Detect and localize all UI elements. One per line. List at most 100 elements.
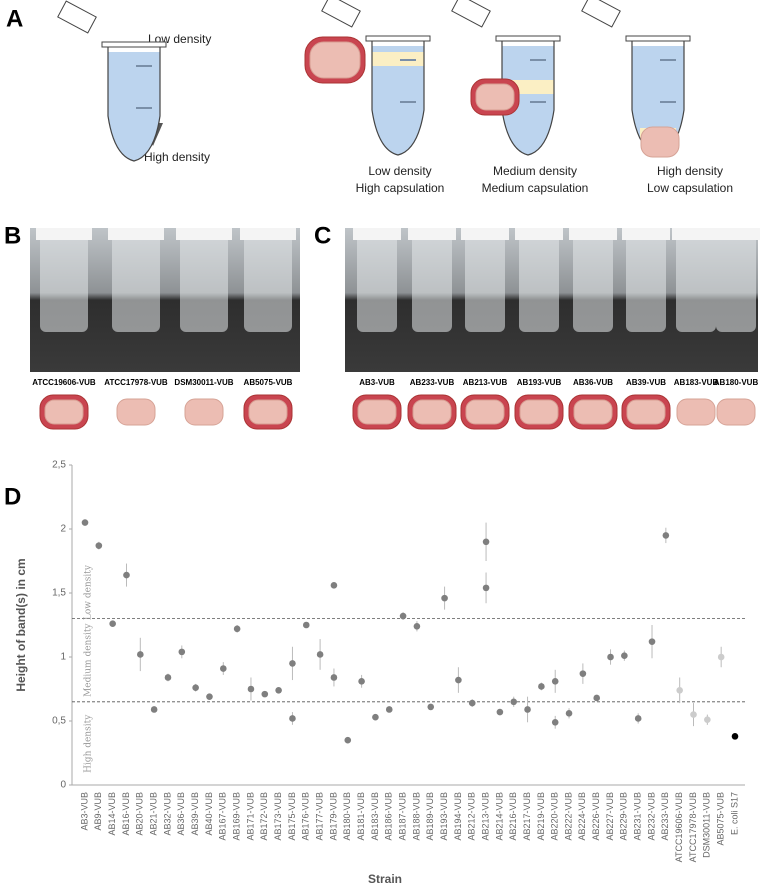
photo-tube xyxy=(716,232,756,332)
x-tick-label: ATCC17978-VUB xyxy=(688,792,698,862)
photo-rim xyxy=(176,228,232,240)
y-tick-label: 0 xyxy=(60,780,66,791)
photo-tube xyxy=(180,232,228,332)
x-tick-label: AB179-VUB xyxy=(328,792,338,841)
region-label: High density xyxy=(84,714,94,773)
y-tick-label: 2 xyxy=(60,524,66,535)
point xyxy=(316,651,324,658)
gradient-bottom-label: High density xyxy=(144,150,210,164)
x-tick-label: AB231-VUB xyxy=(633,792,643,841)
panel-label: D xyxy=(4,483,21,510)
point xyxy=(662,532,670,539)
photo-rim xyxy=(353,228,401,240)
cell xyxy=(309,41,361,79)
strain-label: DSM30011-VUB xyxy=(174,378,233,387)
x-tick-label: AB186-VUB xyxy=(384,792,394,841)
photo-tube xyxy=(412,232,452,332)
x-tick-label: AB212-VUB xyxy=(467,792,477,841)
x-tick-label: AB213-VUB xyxy=(480,792,490,841)
tube-cap xyxy=(57,0,97,34)
tube-band xyxy=(372,52,424,66)
x-tick-label: AB36-VUB xyxy=(176,792,186,836)
x-tick-label: AB171-VUB xyxy=(245,792,255,841)
y-tick-label: 2,5 xyxy=(52,460,66,471)
photo-tube xyxy=(244,232,292,332)
point xyxy=(413,622,421,630)
photo-rim xyxy=(712,228,760,240)
x-tick-label: AB20-VUB xyxy=(135,792,145,836)
photo-tube xyxy=(40,232,88,332)
strain-label: AB3-VUB xyxy=(359,378,395,387)
x-tick-label: AB32-VUB xyxy=(162,792,172,836)
x-tick-label: AB194-VUB xyxy=(453,792,463,841)
caption: High capsulation xyxy=(356,181,445,195)
cell xyxy=(44,399,84,425)
photo-tube xyxy=(676,232,716,332)
x-tick-label: DSM30011-VUB xyxy=(702,792,712,858)
panel-label: A xyxy=(6,5,23,32)
photo-tube xyxy=(112,232,160,332)
x-tick-label: AB217-VUB xyxy=(522,792,532,841)
point xyxy=(621,652,628,660)
caption: Low density xyxy=(368,164,431,178)
photo-rim xyxy=(36,228,92,240)
strain-label: AB183-VUB xyxy=(674,378,719,387)
point xyxy=(178,648,186,656)
point xyxy=(289,715,296,722)
x-tick-label: AB188-VUB xyxy=(411,792,421,841)
photo-rim xyxy=(672,228,720,240)
cell xyxy=(357,399,397,425)
region-label: Medium density xyxy=(84,623,94,697)
photo-rim xyxy=(569,228,617,240)
x-tick-label: AB169-VUB xyxy=(232,792,242,841)
photo-tube xyxy=(519,232,559,332)
tube xyxy=(107,45,161,162)
x-tick-label: AB3-VUB xyxy=(79,792,89,831)
strain-label: ATCC19606-VUB xyxy=(32,378,96,387)
point xyxy=(109,620,116,628)
cell xyxy=(412,399,452,425)
x-tick-label: AB232-VUB xyxy=(646,792,656,841)
photo-rim xyxy=(515,228,563,240)
x-tick-label: E. coli S17 xyxy=(729,792,739,835)
strain-label: AB233-VUB xyxy=(410,378,455,387)
cell xyxy=(248,399,288,425)
strain-label: AB193-VUB xyxy=(517,378,562,387)
point xyxy=(330,582,338,589)
point xyxy=(704,716,711,724)
point xyxy=(731,733,739,740)
tube-cap xyxy=(451,0,491,28)
caption: Medium capsulation xyxy=(482,181,589,195)
point xyxy=(579,670,587,677)
point xyxy=(565,710,573,717)
x-tick-label: AB219-VUB xyxy=(536,792,546,841)
x-tick-label: AB180-VUB xyxy=(342,792,352,841)
point xyxy=(330,674,338,681)
cell xyxy=(626,399,666,425)
point xyxy=(538,683,545,690)
point xyxy=(441,594,448,602)
point xyxy=(358,678,365,685)
strain-label: AB39-VUB xyxy=(626,378,666,387)
x-tick-label: AB226-VUB xyxy=(591,792,601,841)
x-tick-label: AB177-VUB xyxy=(314,792,324,841)
tube-rim xyxy=(625,35,691,42)
point xyxy=(372,713,379,721)
x-tick-label: AB40-VUB xyxy=(204,792,214,836)
panel-label: B xyxy=(4,222,21,249)
point xyxy=(233,625,241,633)
point xyxy=(717,653,725,661)
point xyxy=(482,584,490,592)
point xyxy=(468,699,476,707)
tube-cap xyxy=(321,0,361,28)
x-tick-label: AB187-VUB xyxy=(397,792,407,841)
point xyxy=(206,693,213,700)
x-tick-label: AB216-VUB xyxy=(508,792,518,841)
x-tick-label: AB183-VUB xyxy=(370,792,380,841)
x-tick-label: AB222-VUB xyxy=(563,792,573,841)
point xyxy=(551,718,559,726)
tube-rim xyxy=(495,35,561,42)
x-tick-label: AB193-VUB xyxy=(439,792,449,841)
cell xyxy=(475,83,515,111)
